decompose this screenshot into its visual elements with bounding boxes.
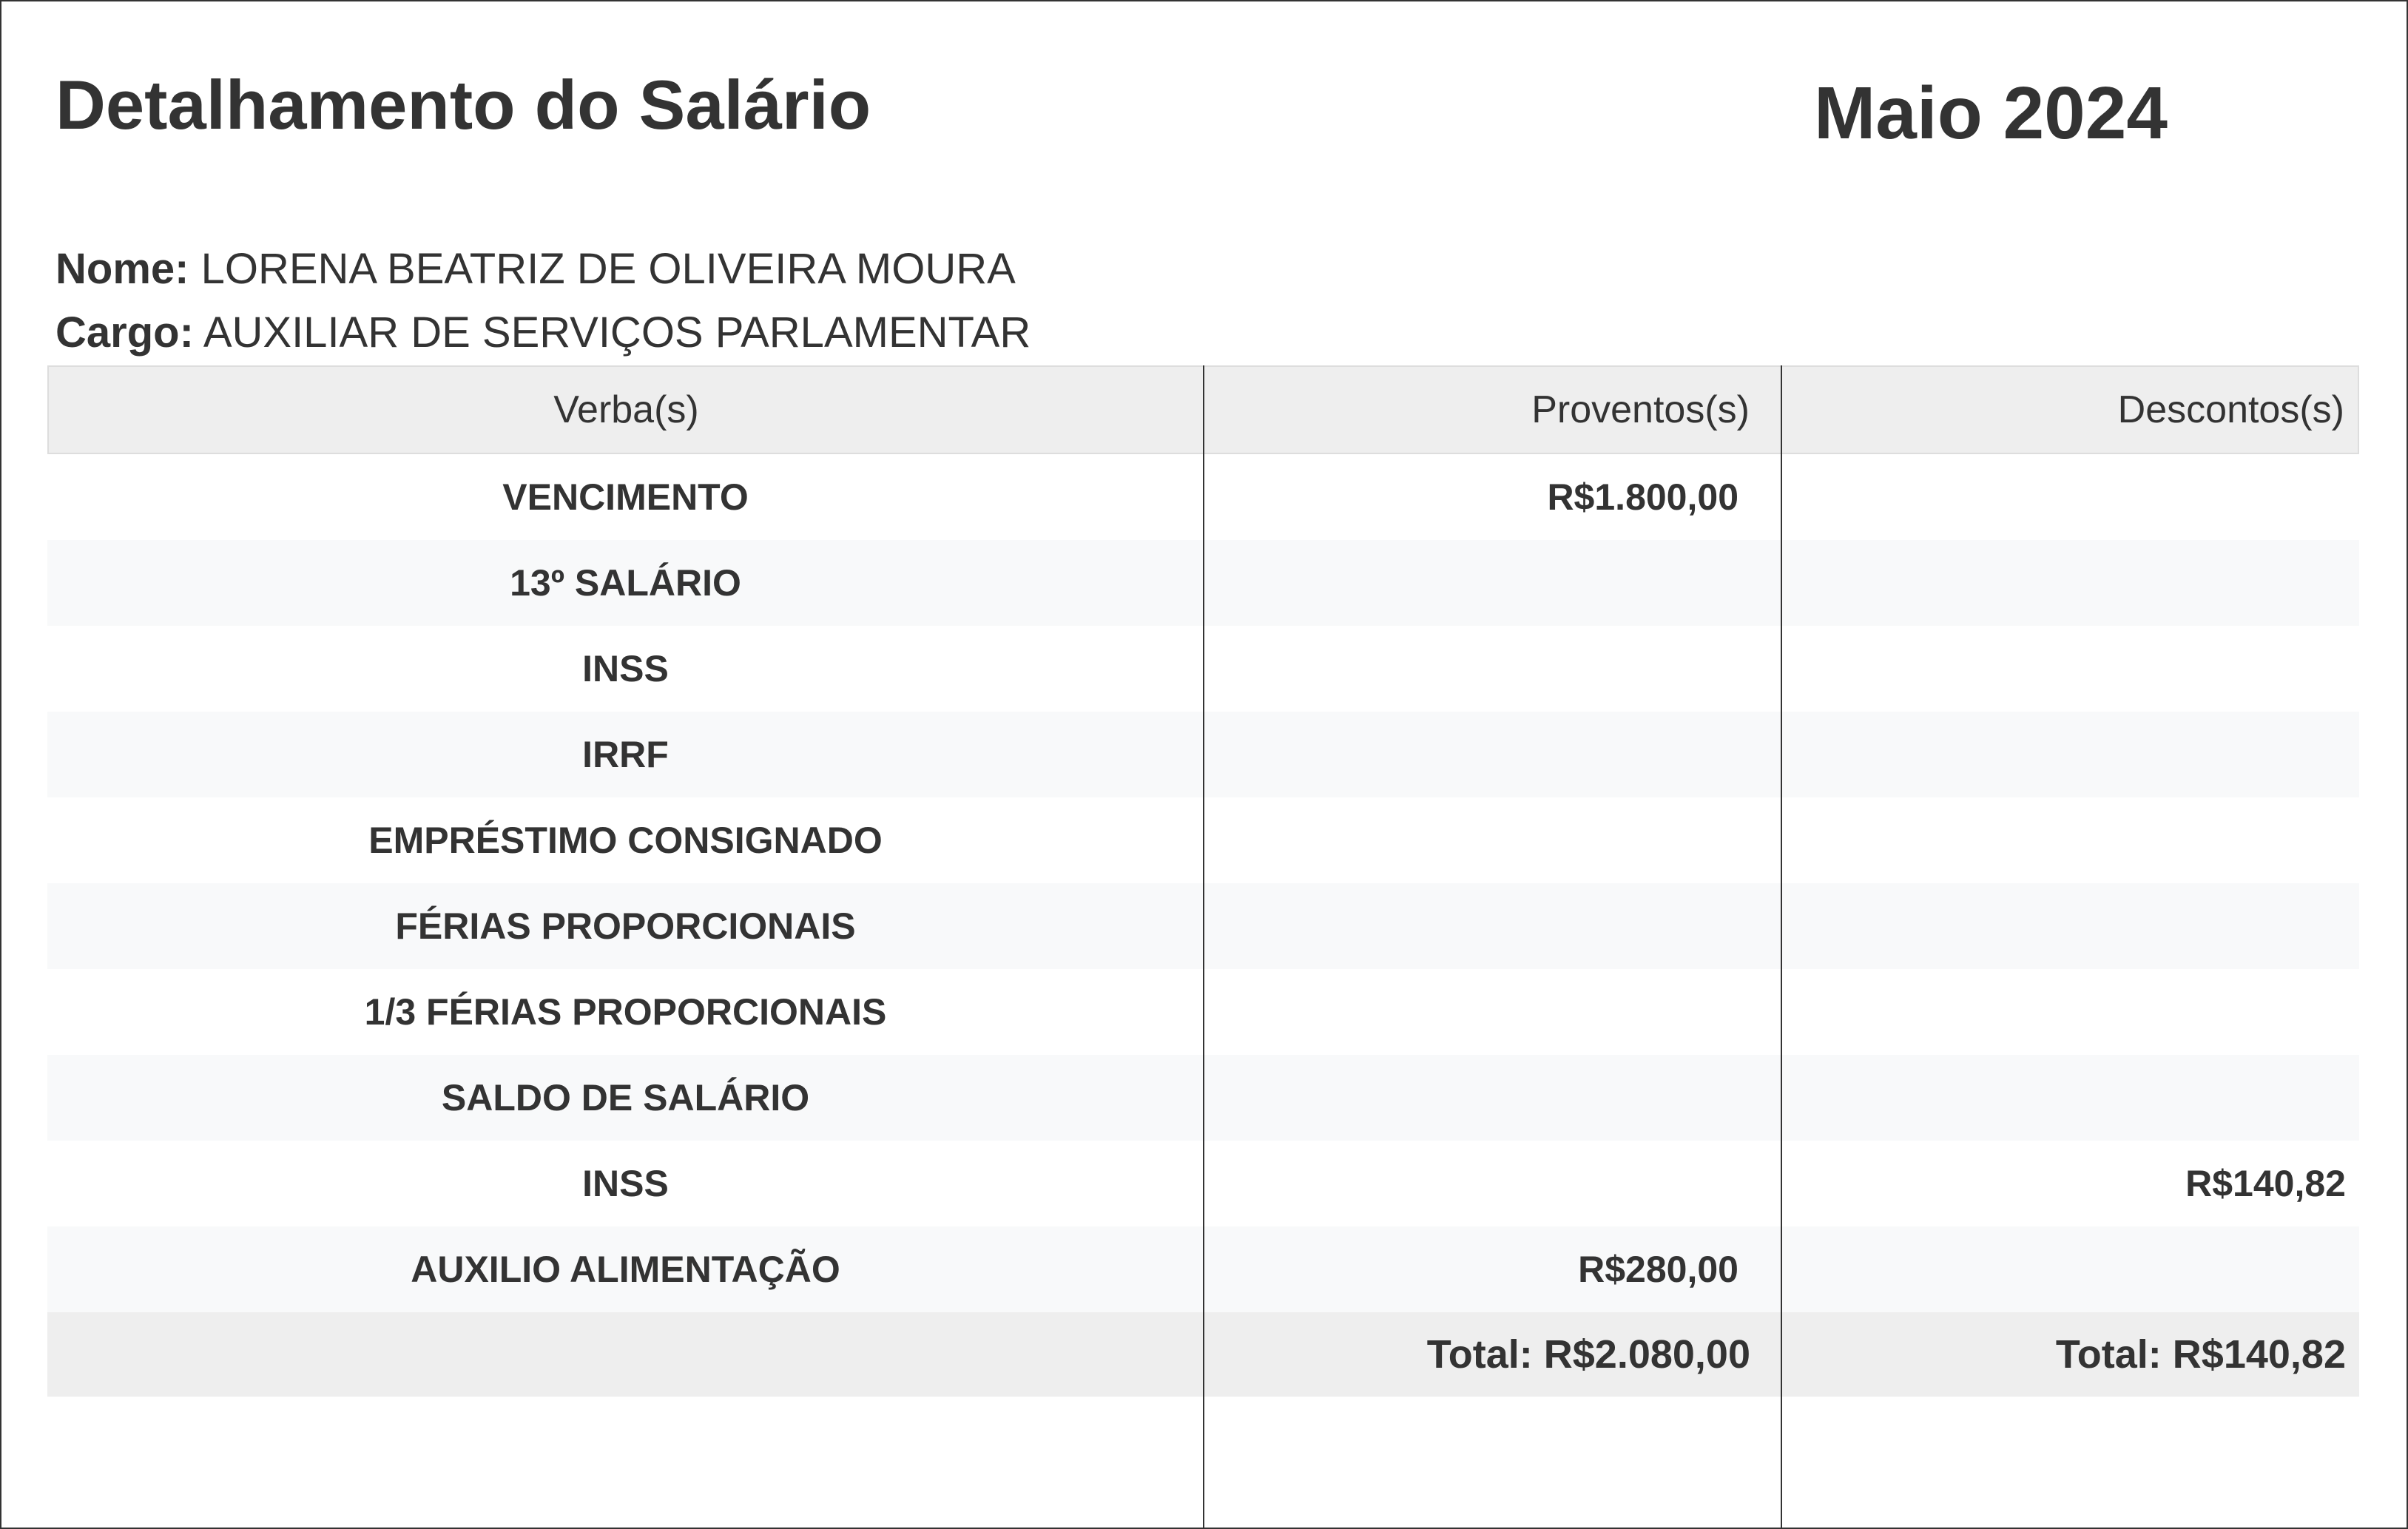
role-value: AUXILIAR DE SERVIÇOS PARLAMENTAR [203, 308, 1031, 357]
header-descontos: Descontos(s) [2117, 388, 2344, 431]
employee-name: Nome: LORENA BEATRIZ DE OLIVEIRA MOURA [55, 244, 1016, 294]
verba-cell: INSS [582, 1163, 669, 1204]
verba-cell: 13º SALÁRIO [510, 562, 741, 604]
employee-role: Cargo: AUXILIAR DE SERVIÇOS PARLAMENTAR [55, 308, 1031, 357]
header-proventos: Proventos(s) [1531, 388, 1750, 431]
column-divider [1781, 365, 1782, 1528]
role-label: Cargo: [55, 308, 194, 357]
table-row: 1/3 FÉRIAS PROPORCIONAIS [47, 969, 2359, 1055]
verba-cell: VENCIMENTO [502, 476, 749, 518]
header-verba: Verba(s) [553, 388, 699, 431]
provento-cell: R$280,00 [1578, 1249, 1738, 1290]
table-row: INSS [47, 626, 2359, 712]
table-row: EMPRÉSTIMO CONSIGNADO [47, 797, 2359, 883]
column-divider [1203, 365, 1204, 1528]
verba-cell: AUXILIO ALIMENTAÇÃO [411, 1249, 840, 1290]
total-descontos: Total: R$140,82 [2055, 1332, 2346, 1377]
table-row: VENCIMENTO R$1.800,00 [47, 454, 2359, 540]
verba-cell: SALDO DE SALÁRIO [441, 1077, 810, 1118]
verba-cell: INSS [582, 648, 669, 689]
page-title: Detalhamento do Salário [55, 66, 871, 144]
desconto-cell: R$140,82 [2185, 1163, 2346, 1204]
name-label: Nome: [55, 245, 189, 293]
period-label: Maio 2024 [1814, 72, 2168, 155]
verba-cell: FÉRIAS PROPORCIONAIS [395, 905, 856, 947]
name-value: LORENA BEATRIZ DE OLIVEIRA MOURA [200, 245, 1016, 293]
table-row: INSS R$140,82 [47, 1141, 2359, 1226]
verba-cell: 1/3 FÉRIAS PROPORCIONAIS [364, 991, 887, 1033]
total-proventos: Total: R$2.080,00 [1426, 1332, 1750, 1377]
verba-cell: IRRF [582, 734, 669, 775]
verba-cell: EMPRÉSTIMO CONSIGNADO [368, 820, 883, 861]
provento-cell: R$1.800,00 [1547, 476, 1738, 518]
